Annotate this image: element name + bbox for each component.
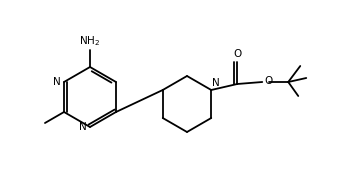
Text: N: N (212, 78, 220, 88)
Text: O: O (233, 49, 241, 59)
Text: NH$_2$: NH$_2$ (79, 34, 101, 48)
Text: N: N (79, 122, 87, 132)
Text: N: N (53, 77, 61, 87)
Text: O: O (264, 76, 273, 86)
